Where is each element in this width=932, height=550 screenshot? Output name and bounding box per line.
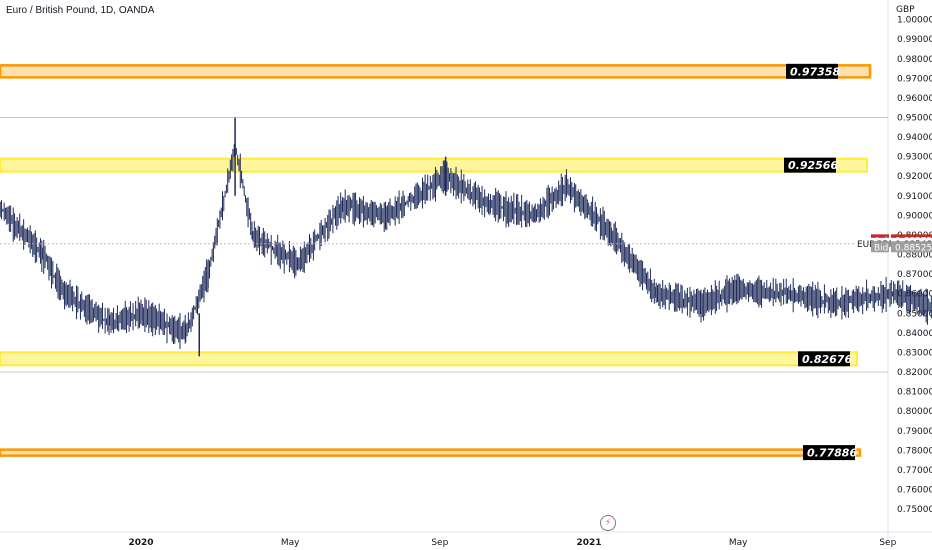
x-tick-label: Sep (879, 538, 896, 548)
level-label-box (784, 157, 836, 173)
currency-label: GBP (896, 5, 915, 15)
y-tick-label: 0.85000 (897, 309, 932, 319)
chart-title: Euro / British Pound, 1D, OANDA (6, 5, 155, 16)
x-tick-label: Sep (431, 538, 448, 548)
price-level-zone[interactable] (0, 351, 858, 367)
y-tick-label: 0.95000 (897, 114, 932, 124)
y-tick-label: 0.82000 (897, 368, 932, 378)
y-tick-label: 0.98000 (897, 55, 932, 65)
y-tick-label: 0.97000 (897, 74, 932, 84)
level-label: 0.77886 (807, 447, 857, 460)
y-tick-label: 0.91000 (897, 192, 932, 202)
y-tick-label: 0.76000 (897, 486, 932, 496)
x-tick-label: 2021 (576, 538, 601, 548)
y-tick-label: 0.79000 (897, 427, 932, 437)
level-label-box (798, 351, 850, 367)
level-label-box (803, 445, 855, 461)
x-tick-label: 2020 (128, 538, 153, 548)
y-tick-label: 0.88000 (897, 251, 932, 261)
y-tick-label: 0.78000 (897, 446, 932, 456)
price-level-zone[interactable] (0, 64, 872, 79)
y-tick-label: 0.80000 (897, 407, 932, 417)
candles (0, 143, 932, 349)
bid-price-tag (891, 241, 932, 253)
y-tick-label: 0.75000 (897, 505, 932, 515)
y-tick-label: 0.84000 (897, 329, 932, 339)
level-label-box (786, 63, 838, 79)
level-label: 0.97358 (790, 65, 840, 78)
y-tick-label: 0.99000 (897, 35, 932, 45)
price-level-zone[interactable] (0, 157, 868, 173)
price-level-zone[interactable] (0, 448, 862, 457)
y-tick-label: 1.00000 (897, 16, 932, 26)
x-tick-label: May (281, 538, 300, 548)
y-tick-label: 0.93000 (897, 153, 932, 163)
bid-label: Bid (874, 243, 888, 253)
x-tick-label: Sep (0, 538, 1, 548)
y-tick-label: 0.96000 (897, 94, 932, 104)
lightning-icon[interactable]: ⚡ (600, 515, 616, 531)
bid-price: 0.88525 (895, 243, 932, 253)
x-tick-label: May (729, 538, 748, 548)
y-tick-label: 0.77000 (897, 466, 932, 476)
y-tick-label: 0.83000 (897, 348, 932, 358)
y-tick-label: 0.81000 (897, 388, 932, 398)
bid-tag (871, 241, 889, 253)
level-label: 0.92566 (788, 159, 838, 172)
y-tick-label: 0.92000 (897, 172, 932, 182)
y-tick-label: 0.94000 (897, 133, 932, 143)
level-label: 0.82676 (802, 353, 852, 366)
y-tick-label: 0.90000 (897, 211, 932, 221)
y-tick-label: 0.87000 (897, 270, 932, 280)
